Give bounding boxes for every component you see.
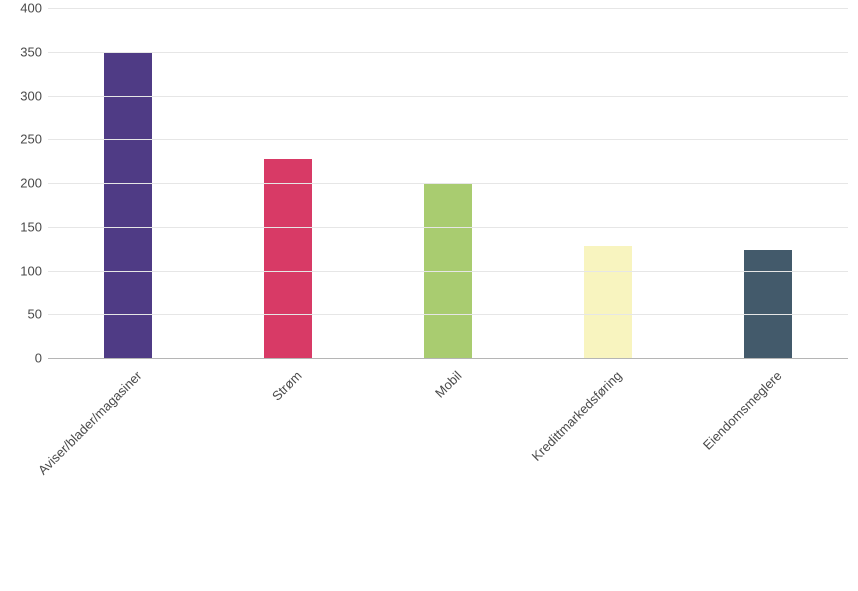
bar-chart: 050100150200250300350400 Aviser/blader/m… <box>0 0 858 500</box>
bar <box>104 52 152 358</box>
gridline <box>48 96 848 97</box>
gridline <box>48 139 848 140</box>
y-tick-label: 300 <box>20 88 48 103</box>
plot-area: 050100150200250300350400 <box>48 8 848 358</box>
y-tick-label: 350 <box>20 44 48 59</box>
gridline <box>48 183 848 184</box>
y-tick-label: 50 <box>28 307 48 322</box>
gridline <box>48 358 848 359</box>
y-tick-label: 150 <box>20 219 48 234</box>
y-tick-label: 400 <box>20 1 48 16</box>
y-tick-label: 100 <box>20 263 48 278</box>
bar <box>744 250 792 358</box>
y-tick-label: 200 <box>20 176 48 191</box>
gridline <box>48 227 848 228</box>
gridline <box>48 314 848 315</box>
gridline <box>48 52 848 53</box>
gridline <box>48 271 848 272</box>
bar <box>584 246 632 358</box>
bar <box>264 159 312 358</box>
y-tick-label: 250 <box>20 132 48 147</box>
y-tick-label: 0 <box>35 351 48 366</box>
gridline <box>48 8 848 9</box>
